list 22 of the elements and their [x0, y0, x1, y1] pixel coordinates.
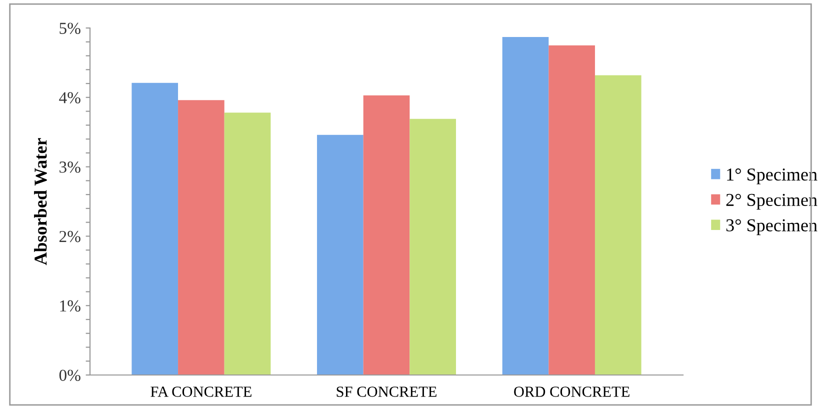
legend-label: 1° Specimen: [727, 168, 818, 184]
bar: [548, 45, 595, 375]
x-tick-label: FA CONCRETE: [150, 386, 252, 397]
legend-label: 2° Specimen: [726, 194, 818, 210]
bar: [594, 75, 642, 375]
bar: [410, 118, 456, 375]
bar: [317, 134, 364, 375]
bar: [363, 95, 410, 375]
y-tick-label: 1%: [60, 300, 80, 312]
y-tick-label: 0%: [59, 370, 80, 381]
x-tick-label: SF CONCRETE: [336, 386, 436, 397]
y-tick-label: 5%: [60, 22, 80, 34]
bar: [502, 37, 549, 375]
bar: [178, 100, 224, 375]
bar: [224, 112, 271, 375]
y-tick-label: 3%: [60, 162, 80, 173]
bar: [132, 82, 178, 375]
y-tick-label: 2%: [59, 230, 80, 242]
y-axis-title: Absorbed Water: [34, 138, 47, 266]
y-tick-label: 4%: [59, 92, 80, 104]
x-tick-label: ORD CONCRETE: [514, 386, 630, 397]
legend-label: 3° Specimen: [726, 219, 818, 236]
